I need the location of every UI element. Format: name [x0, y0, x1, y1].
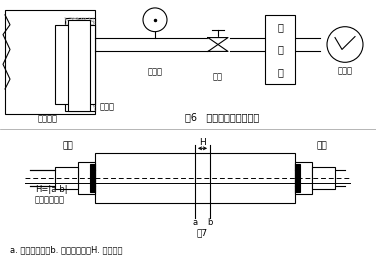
Text: 燥: 燥 [277, 45, 283, 55]
Bar [55, 167, 78, 189]
Circle shape [143, 8, 167, 32]
Text: a: a [193, 218, 197, 227]
Text: H: H [199, 138, 206, 147]
Bar [265, 15, 295, 84]
Text: H=|a-b|: H=|a-b| [35, 185, 68, 194]
Text: 压力表: 压力表 [147, 68, 162, 77]
Bar [68, 20, 90, 111]
Polygon shape [208, 45, 228, 51]
Bar [5, 10, 95, 114]
Text: 密封垫: 密封垫 [100, 102, 115, 111]
Circle shape [327, 27, 363, 62]
Text: 干: 干 [277, 22, 283, 32]
Polygon shape [208, 38, 228, 45]
Text: 器: 器 [277, 67, 283, 77]
Text: 阀门: 阀门 [213, 73, 223, 82]
Text: 图7: 图7 [197, 228, 208, 237]
Text: 励侧: 励侧 [317, 141, 327, 150]
Text: 图6   转子气密试验示意图: 图6 转子气密试验示意图 [185, 112, 259, 122]
Text: a. 定子中心线；b. 转子中心线；H. 位移数值: a. 定子中心线；b. 转子中心线；H. 位移数值 [10, 245, 123, 254]
Bar [95, 153, 295, 203]
Text: 汽侧: 汽侧 [63, 141, 73, 150]
Bar [295, 164, 300, 192]
Bar [78, 162, 95, 194]
Bar [295, 162, 312, 194]
Text: b: b [207, 218, 213, 227]
Text: 转子励端: 转子励端 [38, 114, 58, 123]
Bar [90, 164, 95, 192]
Bar [65, 18, 95, 111]
Text: （相对位移）: （相对位移） [35, 195, 65, 204]
Bar [55, 25, 95, 104]
Bar [312, 167, 335, 189]
Text: 空压机: 空压机 [338, 67, 353, 76]
